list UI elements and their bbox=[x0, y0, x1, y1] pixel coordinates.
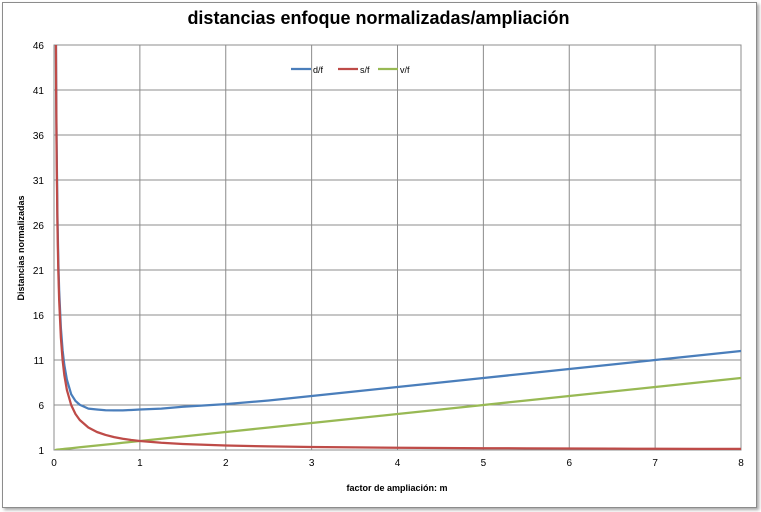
x-tick-label: 3 bbox=[309, 458, 315, 469]
legend: d/f s/f v/f bbox=[291, 65, 410, 75]
x-tick-label: 0 bbox=[51, 458, 57, 469]
y-tick-label: 26 bbox=[33, 221, 45, 232]
y-tick-label: 16 bbox=[33, 311, 45, 322]
x-tick-label: 1 bbox=[137, 458, 143, 469]
grid-lines bbox=[54, 45, 741, 450]
y-tick-label: 36 bbox=[33, 131, 45, 142]
y-tick-label: 1 bbox=[38, 446, 44, 457]
legend-label: d/f bbox=[313, 65, 324, 75]
y-tick-label: 31 bbox=[33, 176, 45, 187]
y-axis-label: Distancias normalizadas bbox=[16, 195, 26, 300]
x-tick-label: 4 bbox=[395, 458, 401, 469]
y-tick-label: 6 bbox=[38, 401, 44, 412]
x-tick-label: 2 bbox=[223, 458, 229, 469]
x-axis-label: factor de ampliación: m bbox=[346, 483, 447, 493]
x-tick-label: 7 bbox=[652, 458, 658, 469]
series-line-v-f bbox=[54, 376, 741, 450]
y-tick-label: 11 bbox=[34, 356, 45, 367]
x-tick-label: 5 bbox=[481, 458, 487, 469]
legend-label: v/f bbox=[400, 65, 410, 75]
legend-label: s/f bbox=[360, 65, 370, 75]
y-tick-label: 46 bbox=[33, 41, 45, 52]
y-tick-label: 21 bbox=[33, 266, 45, 277]
x-tick-label: 8 bbox=[738, 458, 744, 469]
y-tick-label: 41 bbox=[33, 86, 45, 97]
series-line-s-f bbox=[54, 45, 741, 450]
chart-title: distancias enfoque normalizadas/ampliaci… bbox=[187, 8, 570, 28]
x-tick-label: 6 bbox=[566, 458, 572, 469]
series-lines bbox=[54, 45, 741, 450]
